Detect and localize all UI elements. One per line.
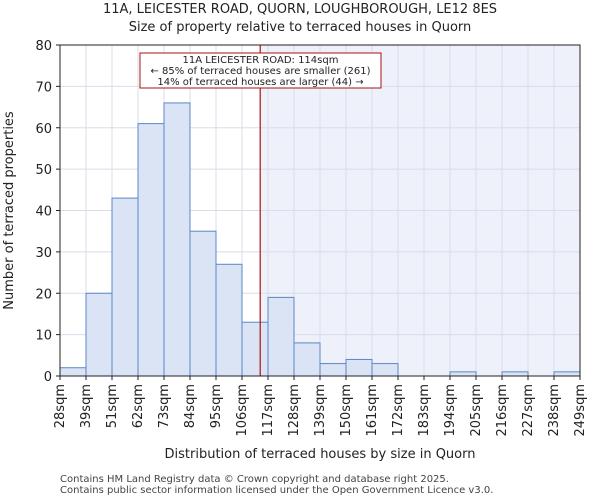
x-tick-label-51sqm: 51sqm	[105, 384, 120, 428]
y-tick-label: 10	[35, 329, 52, 344]
x-tick-label-128sqm: 128sqm	[287, 384, 302, 437]
annotation-line-2: ← 85% of terraced houses are smaller (26…	[150, 66, 370, 77]
annotation-line-3: 14% of terraced houses are larger (44) →	[157, 77, 363, 88]
x-tick-label-238sqm: 238sqm	[547, 384, 562, 437]
x-tick-label-39sqm: 39sqm	[79, 384, 94, 428]
x-tick-label-205sqm: 205sqm	[469, 384, 484, 437]
histogram-bar-194sqm	[449, 371, 477, 377]
x-tick-label-84sqm: 84sqm	[183, 384, 198, 428]
chart-title: 11A, LEICESTER ROAD, QUORN, LOUGHBOROUGH…	[102, 2, 498, 17]
x-tick-label-183sqm: 183sqm	[417, 384, 432, 437]
histogram-bar-28sqm	[59, 367, 87, 377]
y-tick-label: 20	[35, 287, 52, 302]
x-tick-label-249sqm: 249sqm	[573, 384, 588, 437]
y-tick-label: 80	[35, 39, 52, 54]
y-tick-label: 30	[35, 246, 52, 261]
histogram-bar-150sqm	[345, 358, 373, 377]
x-tick-label-216sqm: 216sqm	[495, 384, 510, 437]
x-tick-label-106sqm: 106sqm	[235, 384, 250, 437]
x-tick-label-172sqm: 172sqm	[391, 384, 406, 437]
histogram-bar-39sqm	[85, 292, 113, 377]
x-tick-label-95sqm: 95sqm	[209, 384, 224, 428]
x-axis-label: Distribution of terraced houses by size …	[165, 447, 476, 462]
histogram-bar-139sqm	[319, 363, 347, 377]
histogram-bar-161sqm	[371, 363, 399, 377]
footer-line-1: Contains HM Land Registry data © Crown c…	[60, 474, 449, 485]
histogram-bar-128sqm	[293, 342, 321, 377]
chart-subtitle: Size of property relative to terraced ho…	[128, 20, 472, 35]
x-tick-label-161sqm: 161sqm	[365, 384, 380, 437]
histogram-bar-51sqm	[111, 197, 139, 377]
histogram-bar-238sqm	[553, 371, 581, 377]
footer-line-2: Contains public sector information licen…	[60, 485, 494, 496]
y-tick-label: 40	[35, 205, 52, 220]
y-tick-label: 70	[35, 80, 52, 95]
histogram-bar-84sqm	[189, 230, 217, 377]
histogram-bar-73sqm	[163, 102, 191, 377]
x-tick-label-117sqm: 117sqm	[261, 384, 276, 437]
histogram-bar-117sqm	[267, 296, 295, 377]
x-tick-label-194sqm: 194sqm	[443, 384, 458, 437]
x-tick-label-73sqm: 73sqm	[157, 384, 172, 428]
y-axis-label: Number of terraced properties	[2, 111, 17, 310]
histogram-bar-216sqm	[501, 371, 529, 377]
x-tick-label-227sqm: 227sqm	[521, 384, 536, 437]
histogram-bar-95sqm	[215, 263, 243, 377]
y-tick-label: 60	[35, 122, 52, 137]
y-tick-label: 50	[35, 163, 52, 178]
x-tick-label-28sqm: 28sqm	[53, 384, 68, 428]
x-tick-label-150sqm: 150sqm	[339, 384, 354, 437]
histogram-bar-106sqm	[241, 321, 269, 377]
x-tick-label-62sqm: 62sqm	[131, 384, 146, 428]
histogram-bar-62sqm	[137, 123, 165, 377]
annotation-box	[139, 52, 382, 89]
x-tick-label-139sqm: 139sqm	[313, 384, 328, 437]
annotation-line-1: 11A LEICESTER ROAD: 114sqm	[183, 55, 339, 66]
y-tick-label: 0	[44, 370, 52, 385]
